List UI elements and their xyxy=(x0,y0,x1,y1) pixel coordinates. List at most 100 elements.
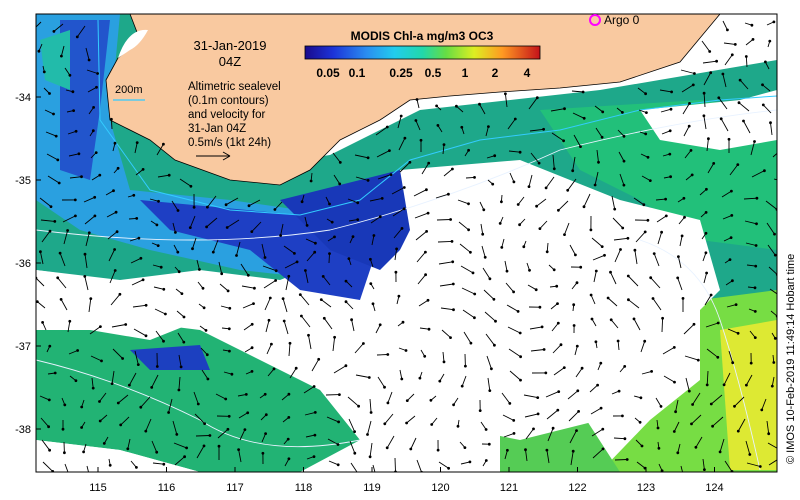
velocity-vector-head xyxy=(687,124,691,128)
velocity-vector-head xyxy=(274,279,277,282)
velocity-vector-head xyxy=(281,297,285,300)
argo-marker[interactable] xyxy=(589,14,601,26)
velocity-vector xyxy=(524,413,539,418)
scale-label: 0.5m/s (1kt 24h) xyxy=(188,137,271,149)
velocity-vector-head xyxy=(535,204,538,208)
velocity-vector-head xyxy=(773,253,777,257)
velocity-vector-head xyxy=(716,355,720,359)
velocity-vector xyxy=(661,318,664,333)
velocity-vector-head xyxy=(730,214,734,217)
velocity-vector-head xyxy=(372,234,376,237)
velocity-vector-head xyxy=(705,383,709,387)
velocity-vector xyxy=(399,369,403,380)
velocity-vector-head xyxy=(367,376,371,379)
velocity-vector-head xyxy=(185,446,189,450)
velocity-vector-head xyxy=(682,196,686,200)
velocity-vector-head xyxy=(748,453,752,456)
velocity-vector xyxy=(349,440,356,454)
velocity-vector xyxy=(354,154,369,159)
velocity-vector-head xyxy=(687,389,691,393)
velocity-vector-head xyxy=(556,321,560,325)
velocity-vector-head xyxy=(519,355,522,359)
velocity-vector xyxy=(157,174,170,178)
velocity-vector-head xyxy=(435,104,438,108)
velocity-vector-head xyxy=(772,20,776,24)
velocity-vector-head xyxy=(429,398,433,402)
velocity-vector-head xyxy=(338,182,342,186)
velocity-vector xyxy=(240,263,249,276)
velocity-vector-head xyxy=(211,250,215,254)
velocity-vector-head xyxy=(768,39,772,43)
velocity-vector xyxy=(57,277,67,289)
velocity-vector xyxy=(663,375,675,383)
velocity-vector-head xyxy=(773,232,776,236)
velocity-vector-head xyxy=(727,137,731,141)
velocity-vector-head xyxy=(71,90,75,94)
velocity-vector xyxy=(659,89,672,93)
velocity-vector xyxy=(64,67,71,76)
velocity-vector xyxy=(442,144,445,155)
velocity-vector-head xyxy=(402,207,406,211)
velocity-vector-head xyxy=(188,226,192,230)
velocity-vector-head xyxy=(304,269,307,272)
velocity-vector-head xyxy=(513,117,517,121)
velocity-vector-head xyxy=(688,102,691,105)
velocity-vector-head xyxy=(690,422,693,426)
velocity-vector-head xyxy=(643,230,647,234)
velocity-vector xyxy=(594,171,599,186)
velocity-vector xyxy=(729,164,739,176)
velocity-vector xyxy=(507,118,516,130)
velocity-vector-head xyxy=(317,357,321,361)
velocity-vector xyxy=(120,416,130,426)
velocity-vector xyxy=(370,216,381,224)
colorbar-tick-label: 1 xyxy=(462,66,469,80)
velocity-vector xyxy=(482,267,491,280)
velocity-vector-head xyxy=(274,269,278,273)
velocity-vector xyxy=(545,391,559,398)
velocity-vector-head xyxy=(191,247,194,251)
colorbar-tick-label: 2 xyxy=(492,66,499,80)
velocity-vector xyxy=(766,222,775,235)
velocity-vector-head xyxy=(758,465,762,468)
velocity-vector-head xyxy=(601,447,605,451)
ocean-color-field xyxy=(36,14,777,472)
velocity-vector-head xyxy=(250,346,254,350)
velocity-vector-head xyxy=(691,83,695,87)
velocity-vector-head xyxy=(719,117,723,121)
velocity-vector xyxy=(40,417,49,427)
velocity-vector xyxy=(326,416,339,423)
velocity-vector xyxy=(416,251,426,263)
velocity-vector-head xyxy=(660,230,663,234)
velocity-vector-head xyxy=(464,364,467,368)
velocity-vector-head xyxy=(712,162,716,165)
velocity-vector-head xyxy=(141,168,145,171)
velocity-vector xyxy=(545,176,555,189)
velocity-vector-head xyxy=(368,455,372,459)
velocity-vector xyxy=(345,280,353,288)
velocity-vector xyxy=(508,348,521,358)
velocity-vector xyxy=(550,303,558,310)
velocity-vector-head xyxy=(733,404,736,408)
velocity-vector xyxy=(462,309,475,319)
velocity-vector xyxy=(724,460,733,472)
velocity-vector-head xyxy=(175,433,179,436)
velocity-vector-head xyxy=(534,288,538,292)
velocity-vector-head xyxy=(438,379,442,383)
velocity-vector-head xyxy=(176,209,180,212)
velocity-vector-head xyxy=(208,434,212,437)
velocity-vector-head xyxy=(350,318,353,322)
velocity-vector-head xyxy=(56,276,60,280)
velocity-vector-head xyxy=(362,342,365,345)
velocity-vector-head xyxy=(388,149,391,153)
description-line-4: 31-Jan 04Z xyxy=(188,123,246,135)
velocity-vector-head xyxy=(669,175,672,179)
velocity-vector xyxy=(745,39,754,46)
velocity-vector-head xyxy=(657,446,661,450)
time-label: 04Z xyxy=(219,54,241,69)
velocity-vector xyxy=(108,249,116,262)
velocity-vector-head xyxy=(177,388,181,392)
velocity-vector xyxy=(348,418,356,432)
velocity-vector xyxy=(332,337,336,352)
velocity-vector xyxy=(263,280,276,289)
velocity-vector xyxy=(106,211,117,218)
